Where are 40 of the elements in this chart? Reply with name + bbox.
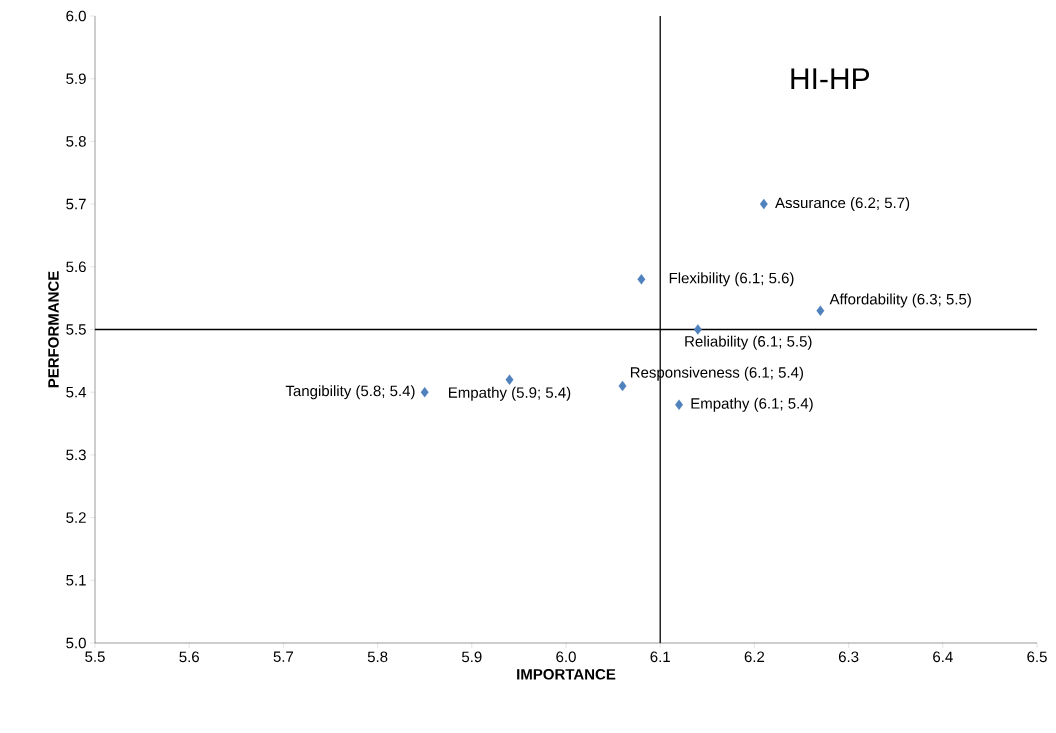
data-label: Reliability (6.1; 5.5) <box>685 335 812 350</box>
data-label: Assurance (6.2; 5.7) <box>775 197 910 212</box>
data-label: Flexibility (6.1; 5.6) <box>669 272 794 287</box>
x-tick-label: 6.0 <box>556 651 576 663</box>
y-tick-label: 5.5 <box>66 324 86 335</box>
x-tick-label: 5.8 <box>367 651 388 663</box>
y-tick-label: 5.7 <box>66 198 86 210</box>
point <box>505 374 514 385</box>
point <box>675 399 683 410</box>
x-tick-label: 6.4 <box>933 651 953 663</box>
x-tick-label: 6.1 <box>650 651 670 663</box>
point <box>637 274 646 285</box>
x-tick-label: 5.9 <box>461 651 482 663</box>
y-tick-label: 6.0 <box>66 10 86 22</box>
y-tick-label: 5.8 <box>66 136 86 147</box>
data-label: Affordability (6.3; 5.5) <box>829 293 971 308</box>
point <box>759 198 768 210</box>
point <box>420 387 429 398</box>
y-tick-label: 5.9 <box>66 73 86 84</box>
y-tick-label: 5.2 <box>66 512 86 523</box>
x-tick-label: 5.6 <box>179 651 199 663</box>
y-tick-label: 5.4 <box>66 386 87 398</box>
x-tick-label: 6.3 <box>838 651 859 663</box>
y-axis-title: PERFORMANCE <box>48 271 59 388</box>
y-tick-label: 5.3 <box>66 449 86 461</box>
x-tick-label: 5.7 <box>273 651 294 662</box>
annotation: HI-HP <box>791 68 870 90</box>
data-label: Empathy (5.9; 5.4) <box>449 386 571 401</box>
x-tick-label: 5.5 <box>85 651 105 662</box>
x-tick-label: 6.5 <box>1027 651 1047 663</box>
x-tick-label: 6.2 <box>744 651 765 663</box>
point <box>816 305 825 316</box>
point <box>693 324 702 335</box>
data-label: Tangibility (5.8; 5.4) <box>285 385 415 400</box>
y-tick-label: 5.0 <box>66 637 86 649</box>
y-tick-label: 5.1 <box>66 575 86 586</box>
point <box>618 380 627 392</box>
y-tick-label: 5.6 <box>66 261 86 273</box>
x-axis-title: IMPORTANCE <box>517 668 616 680</box>
data-label: Empathy (6.1; 5.4) <box>691 397 813 412</box>
